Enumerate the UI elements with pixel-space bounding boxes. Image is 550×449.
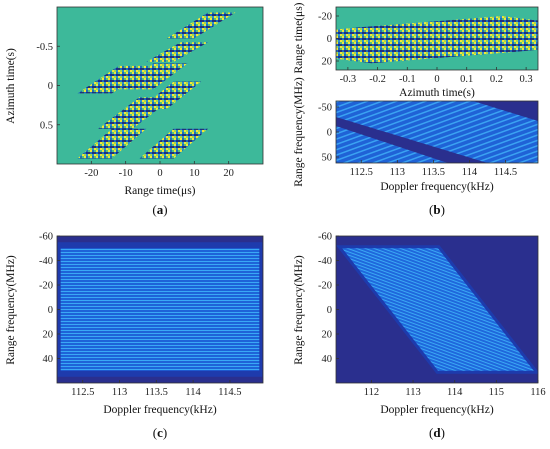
panel-c-ytick-label: 20 bbox=[43, 330, 54, 341]
panel-b_bottom-ytick-label: -50 bbox=[318, 103, 332, 114]
panel-d-ytick-label: 0 bbox=[327, 305, 332, 316]
panel-b_bottom-xtick-label: 113 bbox=[390, 167, 405, 178]
panel-a-plot-area bbox=[57, 7, 263, 164]
panel-d-spectrum-support bbox=[342, 248, 534, 371]
panel-c-ytick-label: 0 bbox=[48, 305, 53, 316]
panel-d-ytick-label: -40 bbox=[318, 256, 332, 267]
panel-b-bottom-spectral-gap bbox=[473, 101, 538, 121]
panel-d-ytick-label: 40 bbox=[322, 354, 333, 365]
panel-c-xtick-label: 112.5 bbox=[71, 387, 94, 398]
panel-d: 112 113 114 115 116 -60 -40 -20 0 20 40 Doppler fr… bbox=[293, 232, 546, 441]
panel-b_bottom-xtick-label: 113.5 bbox=[422, 167, 445, 178]
panel-c-ytick-label: -60 bbox=[39, 232, 53, 243]
panel-c-xtick-label: 113 bbox=[112, 387, 127, 398]
panel-b_bottom-xtick-label: 112.5 bbox=[350, 167, 373, 178]
panel-c-caption: (c) bbox=[153, 425, 167, 440]
panel-b_top-ytick-label: 20 bbox=[322, 57, 333, 68]
panel-d-ylabel: Range frequency(MHz) bbox=[293, 255, 305, 365]
panel-b-bottom-spectral-gap bbox=[336, 117, 488, 163]
panel-a-xtick-label: -10 bbox=[119, 168, 133, 179]
panel-b-bottom-xlabel: Doppler frequency(kHz) bbox=[380, 181, 494, 193]
panel-b_top-xtick-label: 0 bbox=[434, 74, 439, 85]
panel-a-echo-strip bbox=[118, 63, 188, 90]
panel-a-ytick-label: 0.5 bbox=[40, 120, 53, 131]
panel-a-ylabel: Azimuth time(s) bbox=[5, 48, 17, 124]
panel-b-top-xlabel: Azimuth time(s) bbox=[399, 87, 475, 99]
panel-c-ytick-label: -20 bbox=[39, 281, 53, 292]
panel-a-echo-strip bbox=[139, 128, 209, 159]
panel-b-top: -0.3 -0.2 -0.1 0 0.1 0.2 0.3 -20 0 20 Azimuth tim… bbox=[293, 2, 539, 99]
panel-b_top-ytick-label: 0 bbox=[327, 34, 332, 45]
panel-d-xtick-label: 115 bbox=[489, 387, 504, 398]
panel-b_bottom-ytick-label: 50 bbox=[322, 153, 333, 164]
panel-d-ytick-label: -60 bbox=[318, 232, 332, 243]
panel-d-ytick-label: 20 bbox=[322, 330, 333, 341]
panel-b_top-xtick-label: -0.1 bbox=[399, 74, 416, 85]
panel-d-xtick-label: 116 bbox=[530, 387, 545, 398]
panel-c-spectrum-support bbox=[60, 248, 260, 371]
panel-a-echo-strip bbox=[77, 65, 154, 94]
panel-c-xtick-label: 114.5 bbox=[218, 387, 241, 398]
panel-a-ytick-label: 0 bbox=[48, 81, 53, 92]
panel-b-top-echo-band bbox=[336, 16, 538, 64]
panel-d-xtick-label: 114 bbox=[447, 387, 463, 398]
panel-c-xtick-label: 113.5 bbox=[145, 387, 168, 398]
panel-b_bottom-xtick-label: 114.5 bbox=[494, 167, 517, 178]
panel-a-echo-strip bbox=[77, 128, 147, 159]
panel-b_top-xtick-label: -0.2 bbox=[369, 74, 386, 85]
panel-d-xtick-label: 113 bbox=[405, 387, 420, 398]
panel-b-bottom: 112.5 113 113.5 114 114.5 -50 0 50 Doppler freq… bbox=[293, 77, 539, 217]
panel-c: 112.5 113 113.5 114 114.5 -60 -40 -20 0 20 40 Dopp… bbox=[5, 232, 264, 440]
panel-a-ytick-label: -0.5 bbox=[36, 42, 53, 53]
panel-b_top-xtick-label: 0.3 bbox=[520, 74, 533, 85]
panel-c-xtick-label: 114 bbox=[185, 387, 201, 398]
panel-b_top-xtick-label: 0.1 bbox=[460, 74, 473, 85]
panel-d-ytick-label: -20 bbox=[318, 281, 332, 292]
panel-a-caption: (a) bbox=[152, 202, 167, 217]
panel-c-ylabel: Range frequency(MHz) bbox=[5, 255, 17, 365]
panel-c-ytick-label: -40 bbox=[39, 256, 53, 267]
panel-d-caption: (d) bbox=[429, 425, 445, 440]
panel-d-xlabel: Doppler frequency(kHz) bbox=[380, 404, 494, 416]
panel-a-echo-strip bbox=[98, 97, 174, 129]
panel-a-xtick-label: 20 bbox=[223, 168, 234, 179]
panel-a-xlabel: Range time(μs) bbox=[125, 185, 196, 197]
panel-c-ytick-label: 40 bbox=[43, 354, 54, 365]
panel-d-xtick-label: 112 bbox=[364, 387, 379, 398]
panel-a-xtick-label: 10 bbox=[189, 168, 200, 179]
panel-a-xtick-label: 0 bbox=[157, 168, 162, 179]
panel-b-bottom-ylabel: Range frequency(MHz) bbox=[293, 77, 305, 187]
panel-a: -20 -10 0 10 20 -0.5 0 0.5 Range time(μs) Azimu… bbox=[5, 6, 264, 217]
panel-a-xtick-label: -20 bbox=[84, 168, 98, 179]
panel-a-echo-strip bbox=[146, 42, 209, 62]
panel-b_top-xtick-label: 0.2 bbox=[490, 74, 503, 85]
panel-b_top-ytick-label: -20 bbox=[318, 12, 332, 23]
panel-b-top-ylabel: Range time(μs) bbox=[293, 2, 305, 73]
panel-c-xlabel: Doppler frequency(kHz) bbox=[103, 404, 217, 416]
panel-b_bottom-ytick-label: 0 bbox=[327, 128, 332, 139]
panel-a-echo-strip bbox=[166, 12, 236, 39]
panel-b_top-xtick-label: -0.3 bbox=[340, 74, 357, 85]
panel-b_bottom-xtick-label: 114 bbox=[462, 167, 478, 178]
panel-b-caption: (b) bbox=[429, 202, 445, 217]
